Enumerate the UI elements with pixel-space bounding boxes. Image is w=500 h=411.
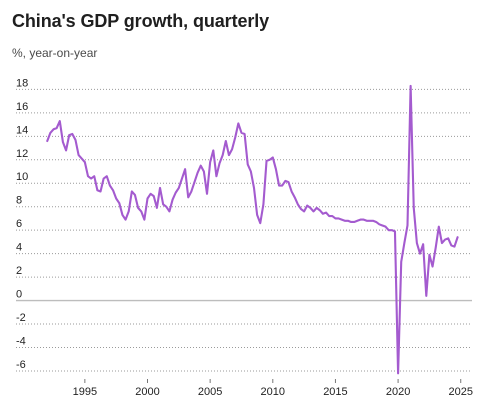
y-tick-label: 16 (16, 101, 28, 113)
chart-title: China's GDP growth, quarterly (12, 11, 270, 31)
y-tick-label: 2 (16, 265, 22, 277)
y-tick-label: 14 (16, 124, 28, 136)
x-tick-label: 2020 (386, 386, 410, 398)
y-tick-label: -6 (16, 359, 26, 371)
y-tick-label: -2 (16, 312, 26, 324)
x-tick-label: 2025 (448, 386, 472, 398)
series-line (46, 84, 459, 375)
y-tick-label: 0 (16, 289, 22, 301)
x-tick-label: 2005 (198, 386, 222, 398)
y-tick-label: 8 (16, 195, 22, 207)
x-tick-label: 1995 (73, 386, 97, 398)
x-tick-label: 2000 (135, 386, 159, 398)
y-tick-label: 10 (16, 171, 28, 183)
y-tick-label: 18 (16, 77, 28, 89)
chart-subtitle: %, year-on-year (12, 46, 98, 60)
y-tick-label: 6 (16, 218, 22, 230)
y-tick-label: 12 (16, 148, 28, 160)
y-tick-label: -4 (16, 335, 26, 347)
x-tick-label: 2015 (323, 386, 347, 398)
x-tick-label: 2010 (261, 386, 285, 398)
y-tick-label: 4 (16, 242, 22, 254)
